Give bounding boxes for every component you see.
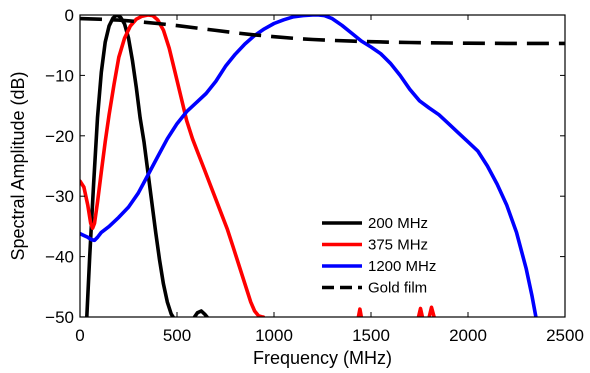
legend-label-200-mhz: 200 MHz xyxy=(368,215,428,232)
y-axis: 0 −10 −20 −30 −40 −50 xyxy=(45,6,565,327)
x-tick-label: 1000 xyxy=(255,326,293,345)
series-line-200-mhz-0 xyxy=(85,15,175,317)
legend-label-375-mhz: 375 MHz xyxy=(368,237,428,254)
series-line-375-mhz-2 xyxy=(80,15,266,317)
series-layer xyxy=(80,15,565,317)
series-line-375-mhz-5 xyxy=(427,305,436,317)
series-line-375-mhz-4 xyxy=(416,306,425,317)
series-line-gold-film-7 xyxy=(80,16,565,46)
x-tick-label: 1500 xyxy=(352,326,390,345)
y-tick-label: −10 xyxy=(45,66,74,85)
y-tick-label: −50 xyxy=(45,308,74,327)
plot-frame xyxy=(79,14,566,318)
y-tick-label: −30 xyxy=(45,187,74,206)
x-tick-label: 0 xyxy=(75,326,84,345)
y-axis-title: Spectral Amplitude (dB) xyxy=(8,71,28,260)
legend-label-gold-film: Gold film xyxy=(368,280,427,297)
x-tick-label: 2500 xyxy=(546,326,584,345)
y-tick-label: −20 xyxy=(45,127,74,146)
y-tick-label: 0 xyxy=(65,6,74,25)
y-tick-label: −40 xyxy=(45,248,74,267)
series-line-200-mhz-1 xyxy=(192,309,209,317)
legend: 200 MHz 375 MHz 1200 MHz Gold film xyxy=(322,215,436,297)
x-axis: 0 500 1000 1500 2000 2500 xyxy=(75,15,584,345)
legend-label-1200-mhz: 1200 MHz xyxy=(368,258,436,275)
series-line-1200-mhz-6 xyxy=(80,15,538,317)
series-line-375-mhz-3 xyxy=(356,307,364,317)
x-tick-label: 500 xyxy=(163,326,191,345)
x-axis-title: Frequency (MHz) xyxy=(253,348,392,368)
x-tick-label: 2000 xyxy=(449,326,487,345)
